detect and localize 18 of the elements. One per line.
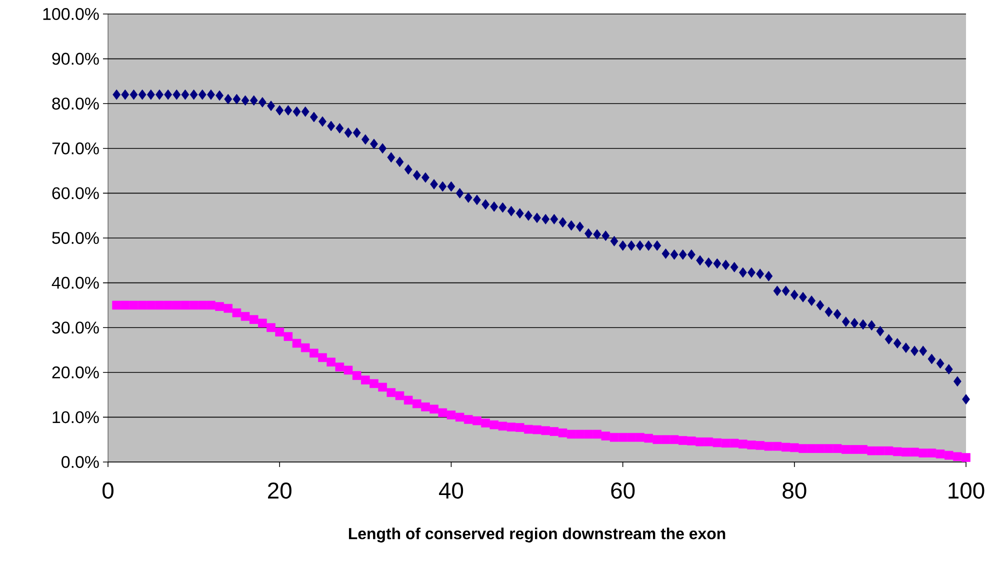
y-tick-label: 100.0% bbox=[43, 8, 99, 20]
y-tick-label: 60.0% bbox=[52, 187, 99, 200]
x-tick-label: 40 bbox=[438, 482, 464, 499]
x-axis-title: Length of conserved region downstream the exon bbox=[348, 528, 726, 543]
y-tick-label: 10.0% bbox=[52, 411, 99, 424]
y-tick-label: 50.0% bbox=[52, 232, 99, 244]
y-tick-label: 90.0% bbox=[52, 52, 99, 65]
x-tick-label: 100 bbox=[948, 482, 984, 499]
y-tick-label: 0.0% bbox=[62, 456, 99, 468]
x-tick-label: 60 bbox=[611, 482, 635, 499]
y-tick-label: 40.0% bbox=[52, 276, 99, 289]
x-tick-label: 0 bbox=[102, 482, 114, 499]
y-tick-label: 70.0% bbox=[52, 142, 99, 154]
x-tick-label: 20 bbox=[268, 482, 292, 499]
y-tick-label: 80.0% bbox=[52, 98, 99, 110]
y-tick-label: 30.0% bbox=[52, 322, 99, 334]
x-tick-label: 80 bbox=[782, 482, 806, 499]
y-tick-label: 20.0% bbox=[52, 366, 99, 378]
